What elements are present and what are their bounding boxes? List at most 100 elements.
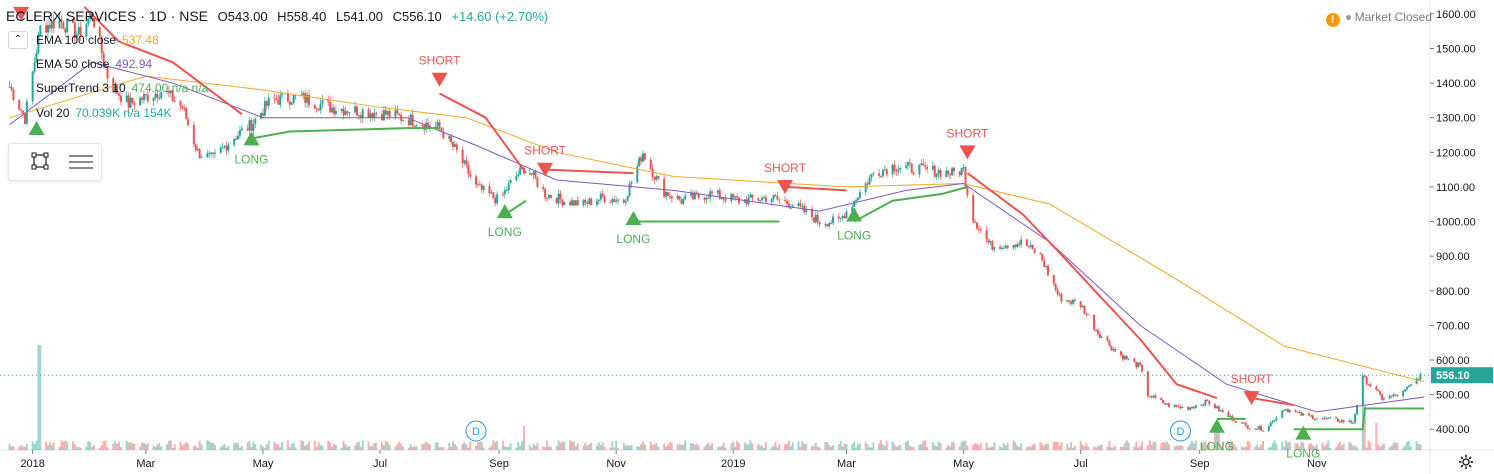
indicator-ema100[interactable]: EMA 100 close 537.48: [36, 33, 159, 47]
volume-bar: [237, 443, 240, 450]
volume-bar: [23, 447, 26, 450]
candle-body: [993, 246, 996, 250]
x-tick-label: Jul: [1074, 458, 1088, 470]
volume-bar: [1409, 446, 1412, 450]
candle-body: [398, 113, 401, 116]
volume-bar: [240, 445, 243, 450]
candle-body: [402, 119, 405, 121]
volume-bar: [496, 440, 499, 450]
long-signal-marker: [1295, 425, 1312, 440]
volume-bar: [165, 444, 168, 450]
candle-body: [165, 90, 168, 93]
volume-bar: [599, 445, 602, 450]
volume-bar: [480, 442, 483, 450]
candle-body: [1110, 346, 1113, 351]
long-signal-marker: [496, 204, 513, 219]
market-status-text: Market Closed: [1354, 10, 1432, 24]
volume-bar: [534, 445, 537, 450]
gear-icon[interactable]: [1458, 454, 1474, 470]
candle-body: [1348, 420, 1351, 423]
indicator-supertrend[interactable]: SuperTrend 3 10 474.00 n/a n/a: [36, 81, 208, 95]
candle-body: [171, 90, 174, 102]
supertrend-long-line: [1293, 407, 1425, 431]
volume-bar: [1043, 445, 1046, 450]
warning-icon[interactable]: !: [1325, 13, 1340, 27]
candle-body: [832, 216, 835, 224]
candle-body: [77, 27, 80, 35]
candle-body: [1166, 403, 1169, 405]
volume-bar: [98, 447, 101, 450]
candle-body: [1415, 378, 1418, 384]
candle-body: [1336, 418, 1339, 422]
candle-body: [1167, 403, 1170, 407]
volume-bar: [622, 442, 625, 450]
candle-body: [947, 170, 950, 175]
volume-bar: [179, 442, 182, 450]
candle-body: [1315, 418, 1318, 420]
symbol-title[interactable]: ECLERX SERVICES · 1D · NSE: [6, 8, 209, 24]
volume-bar: [1296, 443, 1299, 450]
indicator-ema50[interactable]: EMA 50 close 492.94: [36, 57, 152, 71]
volume-bar: [830, 446, 833, 450]
candle-body: [881, 169, 884, 177]
volume-bar: [407, 447, 410, 450]
candle-body: [340, 108, 343, 112]
volume-bar: [1254, 446, 1257, 450]
short-signal-label: SHORT: [524, 144, 566, 158]
candle-body: [183, 108, 186, 110]
volume-bar: [1133, 446, 1136, 450]
volume-bar: [75, 447, 78, 450]
volume-bar: [52, 442, 55, 450]
volume-bar: [31, 441, 34, 450]
volume-bar: [221, 445, 224, 450]
candle-body: [158, 97, 161, 99]
volume-bar: [517, 441, 520, 450]
candle-body: [409, 114, 412, 126]
rectangle-icon[interactable]: [31, 152, 49, 170]
candle-body: [945, 170, 948, 177]
candle-body: [1066, 300, 1069, 302]
volume-bar: [1141, 441, 1144, 450]
candle-body: [611, 199, 614, 203]
chevron-up-icon[interactable]: ⌃: [8, 31, 28, 49]
candle-body: [71, 19, 74, 23]
candle-body: [246, 128, 249, 131]
volume-bar: [707, 442, 710, 450]
change-value: +14.60 (+2.70%): [451, 9, 549, 24]
list-icon[interactable]: [69, 154, 93, 170]
candle-body: [519, 167, 522, 175]
volume-bar: [584, 442, 587, 450]
volume-bar: [1029, 446, 1032, 450]
volume-bar: [66, 441, 69, 450]
candle-body: [1294, 410, 1297, 412]
candle-body: [576, 200, 579, 206]
volume-bar: [1081, 444, 1084, 450]
short-signal-label: SHORT: [764, 161, 806, 175]
volume-bar: [734, 446, 737, 450]
candle-body: [590, 198, 593, 205]
candle-body: [413, 125, 416, 127]
volume-bar: [10, 446, 13, 450]
candle-body: [475, 176, 478, 185]
candle-body: [1052, 275, 1055, 285]
x-tick-label: Mar: [837, 458, 856, 470]
volume-bar: [1025, 446, 1028, 450]
long-signal-label: LONG: [1286, 447, 1320, 461]
volume-bar: [465, 444, 468, 450]
candle-body: [1275, 417, 1278, 421]
candle-body: [542, 186, 545, 189]
volume-bar: [411, 446, 414, 450]
indicator-volume[interactable]: Vol 20 70.039K n/a 154K: [36, 106, 171, 120]
volume-bar: [979, 443, 982, 450]
candle-body: [797, 203, 800, 206]
volume-bar: [931, 442, 934, 450]
volume-bar: [1367, 440, 1370, 450]
volume-bar: [737, 442, 740, 450]
candle-body: [966, 186, 969, 196]
volume-bar: [1096, 445, 1099, 450]
volume-bar: [549, 446, 552, 450]
volume-bar: [676, 444, 679, 450]
volume-bar: [476, 441, 479, 450]
candle-body: [816, 214, 819, 222]
